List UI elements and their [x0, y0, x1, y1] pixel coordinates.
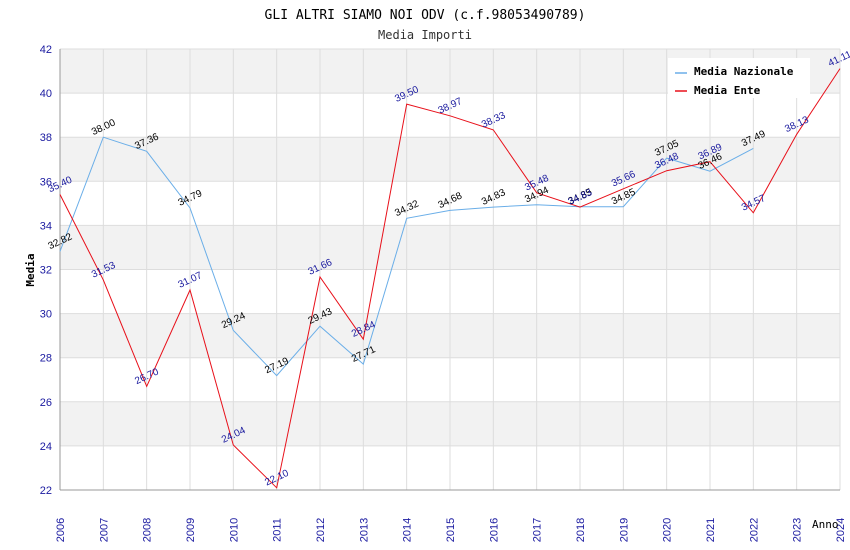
- x-tick-label: 2011: [272, 518, 284, 542]
- y-tick-label: 28: [40, 353, 52, 365]
- x-tick-label: 2019: [618, 518, 630, 542]
- x-tick-label: 2009: [185, 518, 197, 542]
- x-tick-label: 2024: [835, 518, 847, 542]
- legend-label-media-ente: Media Ente: [694, 84, 761, 97]
- series-line-media-nazionale: [59, 136, 754, 377]
- chart-title: GLI ALTRI SIAMO NOI ODV (c.f.98053490789…: [265, 8, 586, 23]
- x-tick-label: 2006: [55, 518, 67, 542]
- x-tick-label: 2013: [358, 518, 370, 542]
- legend-label-media-nazionale: Media Nazionale: [694, 65, 794, 78]
- x-tick-label: 2008: [142, 518, 154, 542]
- y-tick-label: 24: [40, 441, 52, 453]
- y-tick-label: 26: [40, 397, 52, 409]
- y-tick-label: 32: [40, 265, 52, 277]
- y-tick-label: 22: [40, 485, 52, 497]
- x-tick-label: 2010: [228, 518, 240, 542]
- y-tick-label: 36: [40, 176, 52, 188]
- grid-lines: [59, 48, 841, 491]
- x-tick-label: 2015: [445, 518, 457, 542]
- x-tick-label: 2021: [705, 518, 717, 542]
- x-tick-label: 2007: [98, 518, 110, 542]
- x-tick-label: 2020: [662, 518, 674, 542]
- x-tick-label: 2023: [792, 518, 804, 542]
- x-tick-label: 2018: [575, 518, 587, 542]
- y-tick-label: 38: [40, 132, 52, 144]
- x-axis-label: Anno: [812, 518, 839, 531]
- x-tick-label: 2012: [315, 518, 327, 542]
- y-axis-label: Media: [24, 253, 37, 286]
- legend-box: [668, 58, 810, 98]
- axes: [59, 49, 840, 491]
- x-tick-label: 2014: [402, 518, 414, 542]
- x-tick-label: 2016: [488, 518, 500, 542]
- y-tick-label: 34: [40, 220, 52, 232]
- y-tick-label: 42: [40, 44, 52, 56]
- y-tick-label: 40: [40, 88, 52, 100]
- series-lines: [59, 68, 841, 489]
- series-line-media-ente: [59, 68, 841, 489]
- tick-labels: 22 24 26 28 30 32 34 36 38 40 42 2006 2007 2008 2009 20…: [40, 44, 847, 542]
- y-tick-label: 30: [40, 309, 52, 321]
- legend: Media Nazionale Media Ente: [668, 58, 810, 98]
- x-tick-label: 2022: [748, 518, 760, 542]
- x-tick-label: 2017: [532, 518, 544, 542]
- chart-subtitle: Media Importi: [378, 28, 472, 42]
